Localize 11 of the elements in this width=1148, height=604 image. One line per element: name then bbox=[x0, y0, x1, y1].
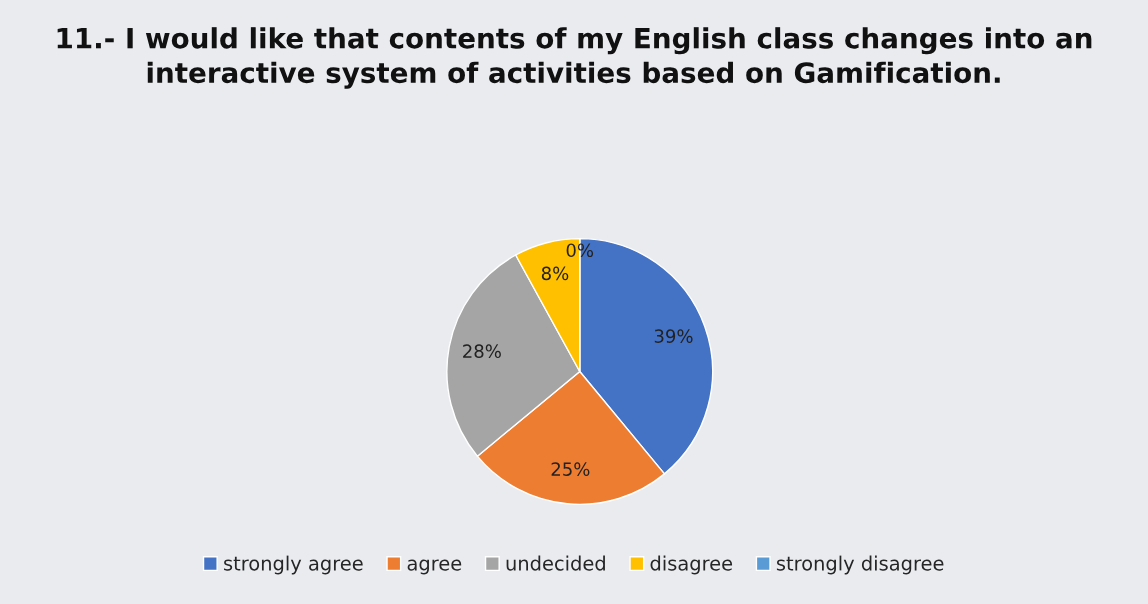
data-label: 8% bbox=[541, 266, 569, 281]
data-label: 28% bbox=[463, 344, 501, 359]
text: 0% bbox=[566, 243, 594, 258]
legend-label: undecided bbox=[506, 555, 605, 571]
legend-label: strongly agree bbox=[224, 555, 363, 575]
legend-label: disagree bbox=[650, 555, 733, 575]
data-label: 39% bbox=[654, 329, 693, 343]
legend-label: strongly disagree bbox=[776, 555, 944, 575]
legend-label: agree bbox=[407, 559, 462, 575]
chart-title: 11.- I would like that contents of my English class changes into an interactive system of activities based on Gamification. bbox=[57, 27, 1092, 89]
data-label: 25% bbox=[551, 462, 590, 476]
